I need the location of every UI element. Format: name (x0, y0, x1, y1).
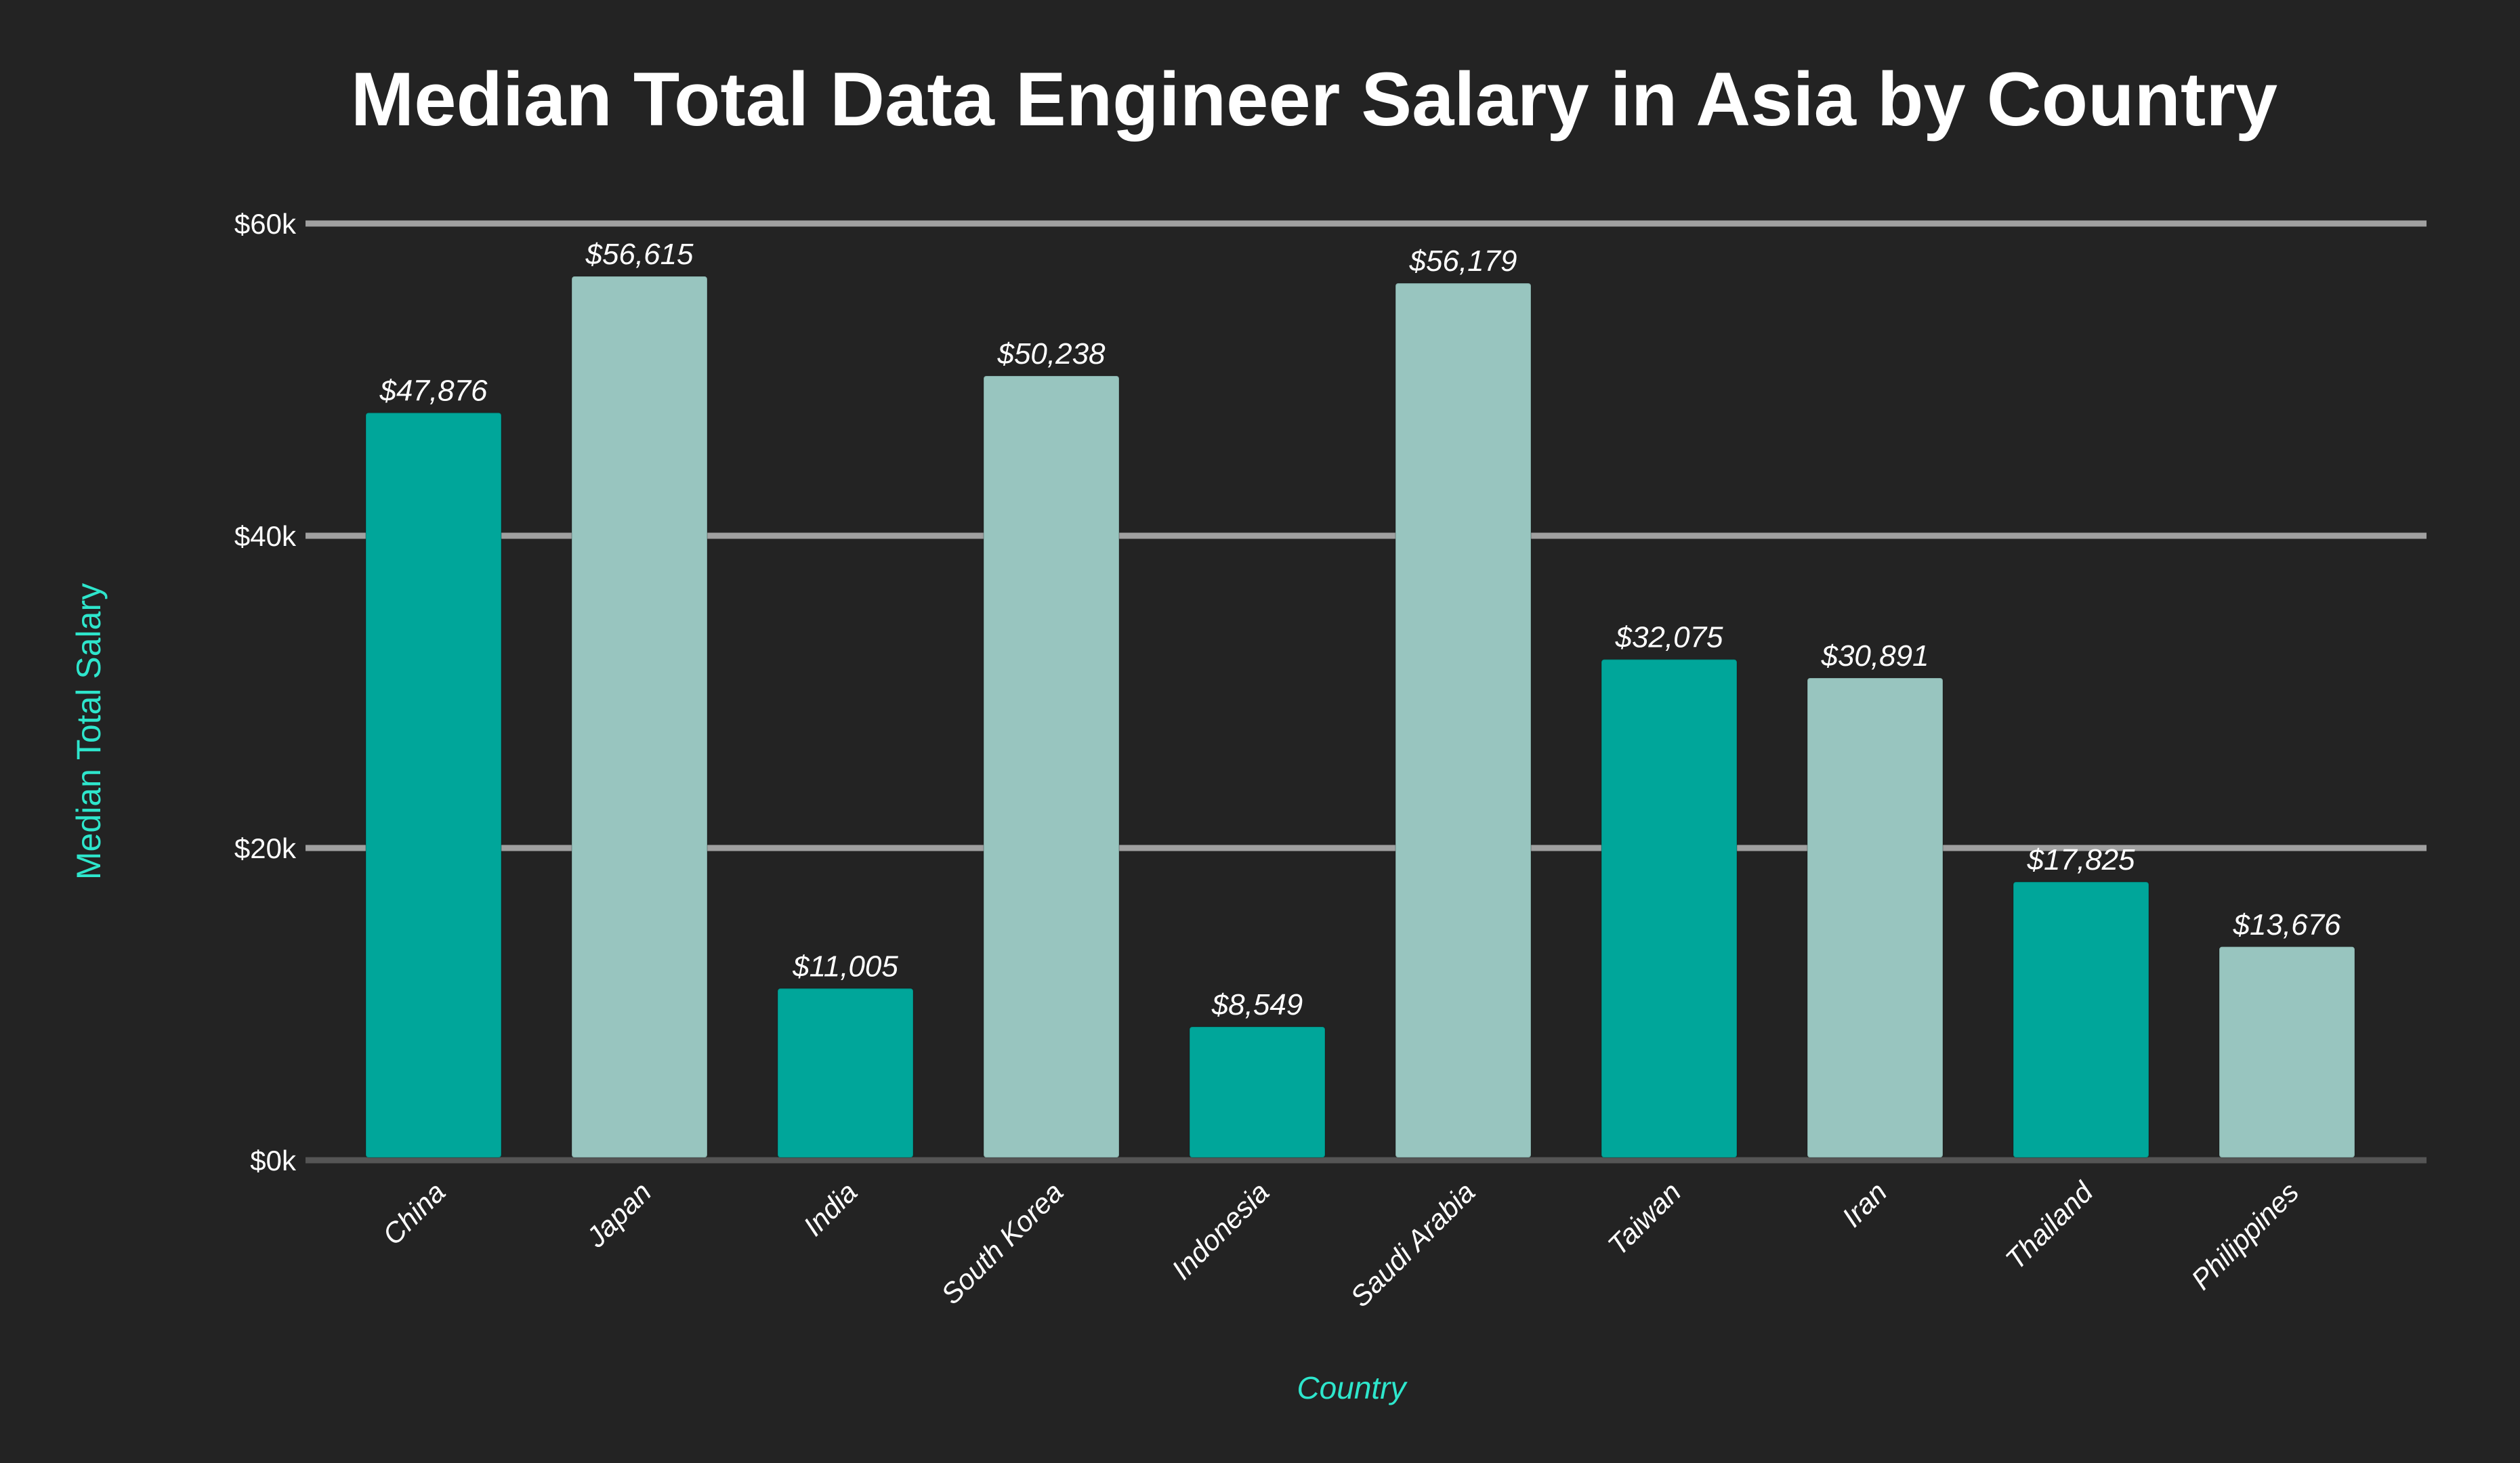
bar (571, 276, 708, 1158)
data-label: $17,825 (2026, 843, 2135, 876)
y-tick-label: $0k (250, 1145, 297, 1176)
data-label: $13,676 (2232, 908, 2341, 941)
bar (2219, 946, 2355, 1158)
bar (2013, 881, 2149, 1159)
data-label: $47,876 (379, 374, 488, 407)
bar (365, 412, 502, 1158)
bar (777, 988, 914, 1158)
bar (1189, 1025, 1326, 1158)
data-label: $30,891 (1820, 639, 1929, 673)
bar (1395, 282, 1532, 1158)
data-label: $56,179 (1408, 245, 1517, 278)
data-label: $50,238 (996, 337, 1106, 370)
chart-title: Median Total Data Engineer Salary in Asi… (351, 57, 2277, 142)
data-label: $8,549 (1211, 988, 1303, 1021)
bars (365, 276, 2355, 1159)
data-label: $11,005 (792, 950, 898, 983)
y-tick-label: $20k (234, 832, 297, 864)
x-axis-label: Country (1297, 1370, 1408, 1405)
data-label: $32,075 (1614, 621, 1723, 654)
data-label: $56,615 (585, 238, 694, 271)
y-tick-label: $60k (234, 208, 297, 240)
y-axis-ticks: $0k $20k $40k $60k (234, 208, 297, 1176)
y-tick-label: $40k (234, 520, 297, 552)
bar (1807, 677, 1944, 1158)
data-labels: $47,876 $56,615 $11,005 $50,238 $8,549 $56,17… (379, 238, 2341, 1021)
y-axis-label: Median Total Salary (70, 583, 108, 880)
bar (1601, 658, 1738, 1158)
bar (983, 375, 1120, 1158)
